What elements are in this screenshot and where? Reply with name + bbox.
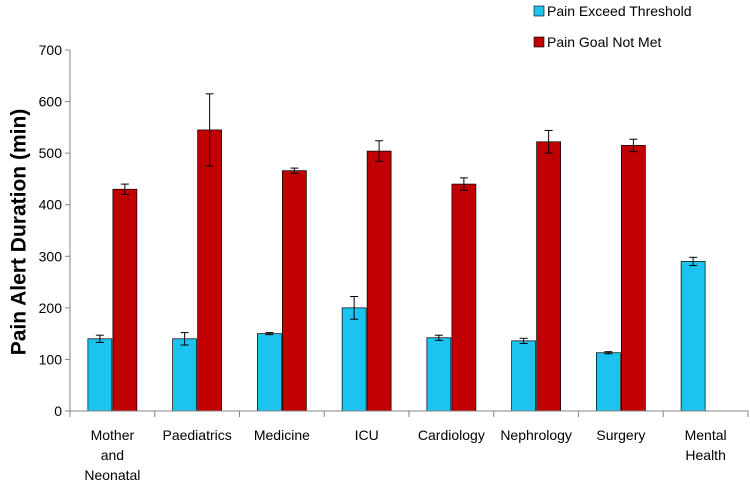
x-category-label: and (101, 447, 124, 463)
x-axis (69, 410, 749, 417)
y-tick-label: 100 (39, 351, 63, 367)
legend: Pain Exceed Threshold Pain Goal Not Met (533, 3, 692, 50)
legend-swatch-pain-goal-not-met (533, 36, 545, 48)
legend-label-pain-exceed-threshold: Pain Exceed Threshold (547, 3, 692, 19)
legend-label-pain-goal-not-met: Pain Goal Not Met (547, 34, 661, 50)
y-tick-label: 500 (39, 145, 63, 161)
bar-pain-goal-not-met (366, 150, 392, 412)
x-axis-labels: Mother and Neonatal Paediatrics Medicine ICU C… (84, 427, 726, 483)
x-category-label: ICU (355, 427, 379, 443)
bar-pain-goal-not-met (536, 141, 561, 412)
bars-group (87, 93, 706, 412)
x-category-label: Health (685, 447, 725, 463)
bar-pain-exceed-threshold (511, 340, 536, 412)
bar-pain-exceed-threshold (596, 352, 621, 412)
bar-pain-exceed-threshold (680, 261, 706, 412)
x-category-label: Mental (685, 427, 727, 443)
y-axis-label: Pain Alert Duration (min) (8, 109, 31, 356)
y-tick-label: 600 (39, 94, 63, 110)
y-axis: 0 100 200 300 400 500 600 700 (39, 42, 71, 419)
legend-item-0: Pain Exceed Threshold (533, 3, 692, 19)
x-category-label: Neonatal (84, 467, 140, 483)
x-category-label: Medicine (254, 427, 310, 443)
bar-pain-exceed-threshold (257, 333, 282, 412)
x-category-label: Surgery (596, 427, 645, 443)
y-tick-label: 700 (39, 42, 63, 58)
bar-pain-exceed-threshold (341, 307, 367, 412)
bar-pain-goal-not-met (282, 170, 307, 412)
legend-swatch-pain-exceed-threshold (533, 5, 545, 17)
x-category-label: Paediatrics (162, 427, 231, 443)
y-tick-label: 300 (39, 248, 63, 264)
x-category-label: Cardiology (418, 427, 485, 443)
bar-pain-goal-not-met (197, 129, 222, 412)
bar-pain-exceed-threshold (172, 338, 197, 412)
legend-item-1: Pain Goal Not Met (533, 34, 661, 50)
bar-pain-exceed-threshold (87, 338, 113, 412)
x-category-label: Nephrology (500, 427, 572, 443)
bar-pain-exceed-threshold (426, 337, 452, 412)
x-category-label: Mother (91, 427, 135, 443)
y-tick-label: 400 (39, 197, 63, 213)
bar-pain-goal-not-met (621, 145, 646, 412)
y-tick-label: 0 (54, 403, 62, 419)
y-tick-label: 200 (39, 300, 63, 316)
bar-pain-goal-not-met (451, 183, 477, 412)
bar-pain-goal-not-met (112, 188, 138, 412)
